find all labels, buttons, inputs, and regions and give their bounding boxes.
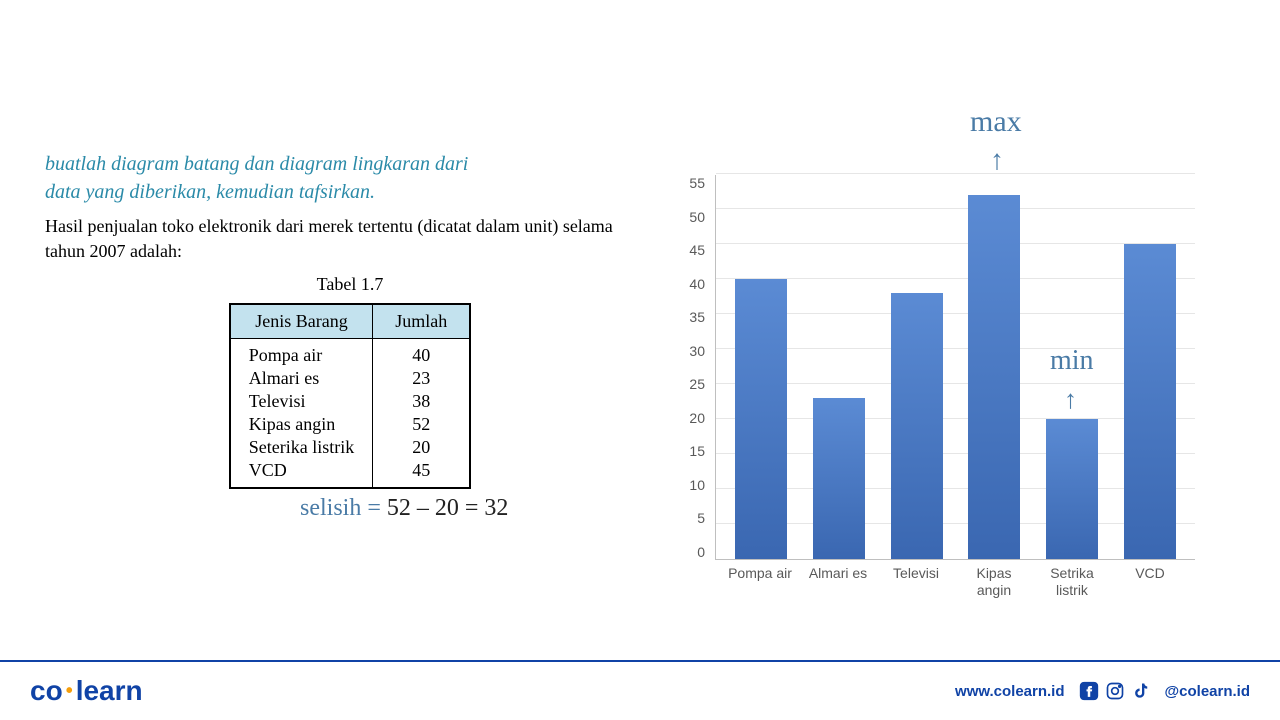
data-table: Jenis Barang Jumlah Pompa air40 Almari e… bbox=[229, 303, 471, 489]
table-header-1: Jenis Barang bbox=[230, 304, 373, 339]
annotation-min: min bbox=[1050, 345, 1094, 377]
social-icons bbox=[1079, 681, 1151, 701]
bar bbox=[891, 293, 943, 559]
body-line1: Hasil penjualan toko elektronik dari mer… bbox=[45, 216, 613, 236]
table-body: Pompa air40 Almari es23 Televisi38 Kipas… bbox=[230, 339, 470, 489]
problem-body: Hasil penjualan toko elektronik dari mer… bbox=[45, 214, 655, 264]
x-axis-labels: Pompa air Almari es Televisi Kipas angin… bbox=[715, 565, 1195, 599]
bar bbox=[1124, 244, 1176, 559]
body-line2: tahun 2007 adalah: bbox=[45, 241, 182, 261]
table-row: Almari es23 bbox=[230, 367, 470, 390]
footer: co•learn www.colearn.id @colearn.id bbox=[0, 660, 1280, 720]
social-handle: @colearn.id bbox=[1165, 683, 1250, 700]
selisih-value: 52 – 20 = 32 bbox=[387, 495, 509, 521]
logo-part2: learn bbox=[76, 675, 143, 707]
logo-part1: co bbox=[30, 675, 63, 707]
tiktok-icon bbox=[1131, 681, 1151, 701]
instruction-line2: data yang diberikan, kemudian tafsirkan. bbox=[45, 181, 375, 203]
bar bbox=[813, 398, 865, 559]
instruction-line1: buatlah diagram batang dan diagram lingk… bbox=[45, 153, 468, 175]
instruction-text: buatlah diagram batang dan diagram lingk… bbox=[45, 150, 655, 206]
annotation-min-arrow: ↑ bbox=[1064, 385, 1077, 415]
footer-right: www.colearn.id @colearn.id bbox=[955, 681, 1250, 701]
logo: co•learn bbox=[30, 675, 143, 707]
bar bbox=[1046, 419, 1098, 559]
table-row: Seterika listrik20 bbox=[230, 436, 470, 459]
y-axis-labels: 0 5 10 15 20 25 30 35 40 45 50 55 bbox=[665, 175, 705, 560]
table-row: Pompa air40 bbox=[230, 339, 470, 368]
annotation-max-arrow: ↑ bbox=[990, 145, 1004, 177]
bars-container bbox=[716, 175, 1195, 559]
table-row: VCD45 bbox=[230, 459, 470, 488]
table-row: Televisi38 bbox=[230, 390, 470, 413]
website-url: www.colearn.id bbox=[955, 683, 1064, 700]
table-caption: Tabel 1.7 bbox=[45, 274, 655, 295]
plot-area bbox=[715, 175, 1195, 560]
facebook-icon bbox=[1079, 681, 1099, 701]
bar bbox=[735, 279, 787, 559]
annotation-max: max bbox=[970, 105, 1022, 139]
instagram-icon bbox=[1105, 681, 1125, 701]
table-row: Kipas angin52 bbox=[230, 413, 470, 436]
bar-chart: 0 5 10 15 20 25 30 35 40 45 50 55 Pompa … bbox=[675, 175, 1195, 595]
handwritten-selisih: selisih = 52 – 20 = 32 bbox=[300, 495, 508, 522]
table-header-2: Jumlah bbox=[373, 304, 471, 339]
bar bbox=[968, 195, 1020, 559]
selisih-label: selisih = bbox=[300, 495, 381, 521]
